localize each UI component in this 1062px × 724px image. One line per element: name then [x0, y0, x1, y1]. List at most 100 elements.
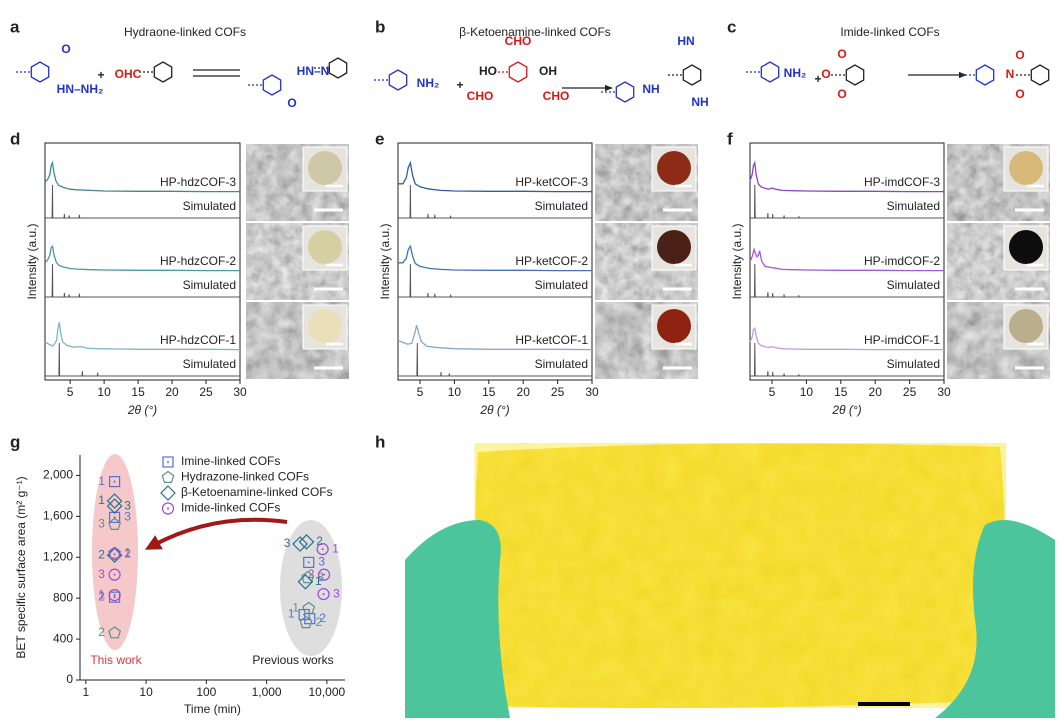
atom-label: O: [287, 96, 296, 110]
x-tick-label: 10: [139, 685, 153, 699]
x-tick-label: 100: [196, 685, 216, 699]
x-tick-label: 10: [448, 385, 462, 399]
simulated-trace: [45, 342, 240, 377]
marker-dot: [113, 594, 116, 597]
series-label: HP-ketCOF-1: [515, 333, 588, 347]
x-tick-label: 15: [131, 385, 145, 399]
x-axis-title: 2θ (°): [479, 403, 509, 417]
atom-label: O: [821, 67, 830, 81]
marker-dot: [307, 561, 310, 564]
plot-frame: [397, 142, 593, 381]
previous-ellipse: [280, 520, 342, 656]
point-label: 2: [308, 567, 315, 581]
simulated-trace: [750, 263, 944, 298]
x-tick-label: 10: [97, 385, 111, 399]
ring: [262, 74, 282, 96]
point-label: 2: [98, 589, 105, 603]
glove-right: [935, 520, 1055, 718]
point: [301, 570, 315, 584]
marker-dot: [113, 480, 116, 483]
atom-label: CHO: [543, 89, 570, 103]
film-disc: [657, 309, 691, 343]
point-label: 2: [124, 546, 131, 560]
atom-label: N: [1006, 67, 1015, 81]
marker-dot: [167, 507, 169, 510]
series-label: Simulated: [183, 357, 236, 371]
xrd-trace: [749, 160, 944, 193]
atom-label: +: [814, 72, 821, 86]
x-tick-label: 1: [82, 685, 89, 699]
x-tick-label: 5: [67, 385, 74, 399]
ring: [508, 61, 528, 83]
panel-label: f: [727, 129, 733, 148]
point-label: 1: [292, 601, 299, 615]
ring: [615, 81, 635, 103]
marker-dot: [167, 461, 169, 463]
ring: [1030, 64, 1050, 86]
xrd-trace: [44, 160, 240, 193]
panel-label: d: [10, 129, 20, 148]
atom-label: HO: [479, 64, 497, 78]
series-label: HP-hdzCOF-1: [160, 333, 236, 347]
x-tick-label: 1,000: [252, 685, 282, 699]
simulated-trace: [750, 342, 944, 377]
atom-label: O: [1015, 87, 1024, 101]
foam-texture: [474, 443, 1006, 708]
atom-label: O: [837, 87, 846, 101]
point-label: 1: [315, 574, 322, 588]
point-label: 1: [98, 587, 105, 601]
point: [299, 615, 313, 629]
atom-label: NH₂: [417, 76, 440, 90]
x-tick-label: 15: [834, 385, 848, 399]
marker-dot: [113, 553, 116, 556]
series-label: HP-imdCOF-1: [864, 333, 940, 347]
point-label: 3: [124, 498, 131, 512]
annotation: This work: [90, 653, 142, 667]
x-tick-label: 25: [903, 385, 917, 399]
glove-left: [405, 520, 510, 718]
legend-label: β-Ketoenamine-linked COFs: [181, 485, 333, 499]
ring: [760, 61, 780, 83]
film-disc: [308, 230, 342, 264]
point: [108, 548, 121, 561]
series-label: HP-ketCOF-2: [515, 254, 588, 268]
y-axis-title: Intensity (a.u.): [378, 223, 392, 299]
y-axis-title: BET specific surface area (m² g⁻¹): [14, 476, 28, 658]
x-tick-label: 25: [199, 385, 213, 399]
legend-marker: [161, 470, 175, 483]
point: [108, 589, 121, 602]
marker-dot: [113, 596, 116, 599]
atom-label: +: [97, 68, 104, 82]
y-tick-label: 800: [53, 590, 73, 604]
atom-label: CHO: [467, 89, 494, 103]
point-label: 1: [288, 607, 295, 621]
point: [292, 536, 308, 552]
point: [108, 626, 122, 639]
x-tick-label: 30: [937, 385, 951, 399]
x-tick-label: 15: [482, 385, 496, 399]
point: [108, 475, 121, 488]
xrd-trace: [749, 246, 944, 272]
atom-label: NH₂: [784, 66, 807, 80]
series-label: Simulated: [887, 199, 940, 213]
x-tick-label: 20: [165, 385, 179, 399]
point-label: 3: [318, 555, 325, 569]
series-label: Simulated: [887, 357, 940, 371]
y-axis-title: Intensity (a.u.): [25, 223, 39, 299]
point-label: 1: [98, 493, 105, 507]
film-disc: [1009, 230, 1043, 264]
series-label: Simulated: [183, 278, 236, 292]
y-tick-label: 2,000: [43, 468, 73, 482]
film-disc: [308, 151, 342, 185]
series-label: Simulated: [535, 357, 588, 371]
point: [297, 573, 314, 590]
x-tick-label: 30: [233, 385, 247, 399]
atom-label: OH: [539, 64, 557, 78]
legend-label: Imine-linked COFs: [181, 454, 280, 468]
y-tick-label: 1,600: [43, 509, 73, 523]
legend-marker: [160, 485, 176, 501]
panel-label: b: [375, 17, 385, 36]
film-disc: [1009, 309, 1043, 343]
